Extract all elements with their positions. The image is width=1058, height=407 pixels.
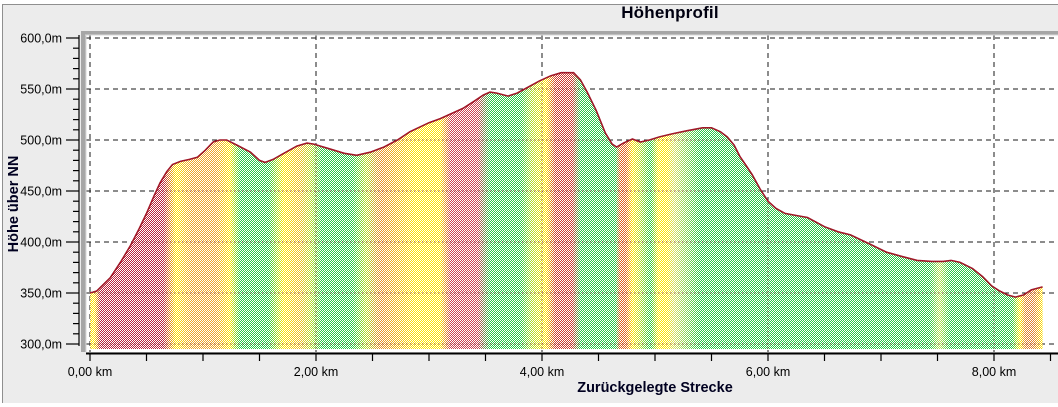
y-tick-label: 550,0m — [20, 83, 62, 97]
y-tick-label: 400,0m — [20, 236, 62, 250]
y-tick-label: 500,0m — [20, 134, 62, 148]
y-axis-ticks — [66, 37, 79, 345]
y-tick-label: 600,0m — [20, 32, 62, 46]
x-tick-label: 8,00 km — [972, 365, 1016, 379]
x-axis-ticks — [89, 354, 1052, 361]
frame-top — [81, 31, 1058, 35]
y-axis-title: Höhe über NN — [6, 155, 22, 253]
x-tick-label: 6,00 km — [746, 365, 790, 379]
x-tick-label: 4,00 km — [520, 365, 564, 379]
y-tick-label: 300,0m — [20, 338, 62, 352]
x-tick-label: 0,00 km — [68, 365, 112, 379]
x-axis-title: Zurückgelegte Strecke — [577, 380, 733, 396]
chart-title: Höhenprofil — [621, 3, 719, 22]
y-tick-label: 350,0m — [20, 287, 62, 301]
elevation-line — [89, 71, 1043, 298]
y-tick-label: 450,0m — [20, 185, 62, 199]
frame-left — [81, 31, 86, 352]
x-tick-label: 2,00 km — [294, 365, 338, 379]
slope-area-dither — [90, 72, 1043, 349]
